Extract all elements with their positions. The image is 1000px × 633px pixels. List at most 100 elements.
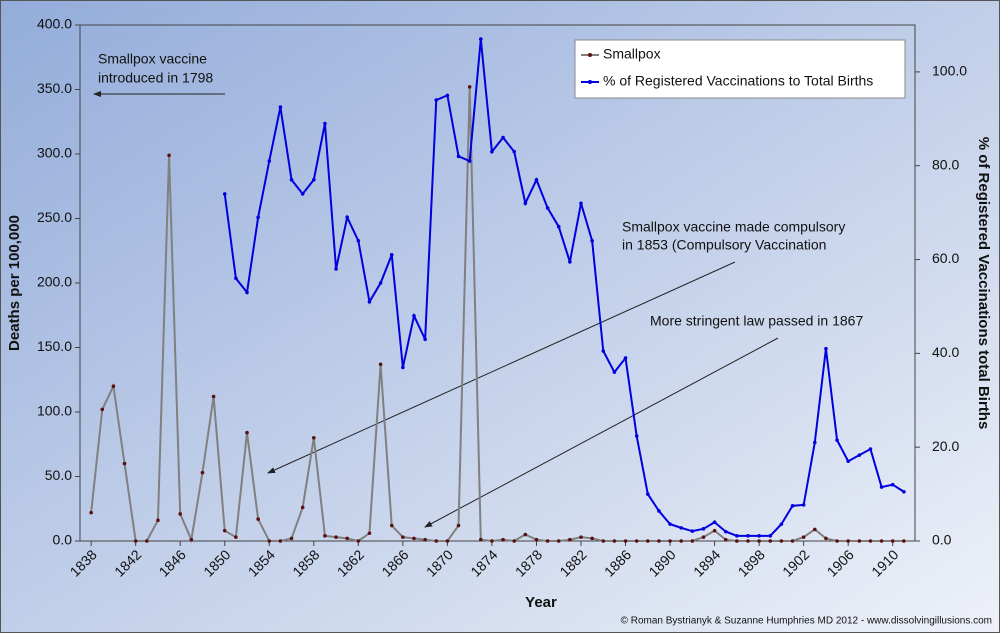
data-point — [156, 518, 160, 523]
series-line — [223, 38, 905, 537]
data-point — [612, 370, 617, 374]
data-point — [512, 539, 516, 543]
data-point — [389, 253, 394, 257]
annotation: Smallpox vaccine made compulsory — [622, 219, 845, 235]
data-point — [668, 522, 672, 526]
data-point — [813, 440, 817, 445]
data-point — [256, 215, 260, 220]
data-point — [356, 539, 361, 543]
data-point — [679, 539, 683, 543]
data-point — [234, 276, 238, 281]
data-point — [735, 534, 739, 538]
data-point — [211, 394, 216, 399]
data-point — [245, 430, 249, 435]
annotation-arrow — [424, 337, 779, 528]
data-point — [456, 523, 461, 528]
y-tick-label: 400.0 — [37, 16, 72, 32]
data-point — [456, 154, 461, 159]
data-point — [378, 362, 383, 367]
annotation: in 1853 (Compulsory Vaccination — [622, 237, 826, 253]
data-point — [178, 512, 182, 516]
data-point — [634, 539, 639, 543]
data-point — [879, 539, 884, 543]
data-point — [401, 535, 405, 539]
data-point — [245, 290, 249, 295]
y-tick-label: 50.0 — [45, 467, 72, 483]
data-point — [779, 522, 784, 526]
data-point — [735, 539, 739, 543]
data-point — [300, 505, 305, 510]
data-point — [779, 539, 784, 543]
data-point — [646, 492, 650, 496]
data-point — [846, 459, 850, 464]
data-point — [902, 489, 906, 494]
data-point — [712, 520, 717, 525]
data-point — [534, 178, 539, 182]
data-point — [412, 536, 416, 541]
y-tick-label: 250.0 — [37, 209, 72, 225]
annotation-arrow — [267, 261, 736, 474]
data-point — [757, 539, 761, 543]
legend-marker — [588, 53, 592, 57]
data-point — [623, 356, 628, 360]
y2-tick-label: 20.0 — [932, 438, 959, 454]
data-point — [267, 159, 272, 163]
data-point — [501, 135, 505, 140]
data-point — [701, 527, 706, 531]
data-point — [345, 536, 350, 541]
data-point — [367, 299, 372, 304]
data-point — [902, 539, 906, 543]
data-point — [568, 260, 572, 264]
data-point — [479, 537, 483, 542]
data-point — [835, 438, 839, 442]
data-point — [568, 537, 572, 542]
data-point — [323, 534, 327, 538]
series-line — [90, 86, 904, 544]
data-point — [657, 509, 661, 513]
legend-marker — [588, 80, 592, 84]
data-point — [479, 37, 483, 41]
data-point — [890, 482, 895, 487]
data-point — [389, 523, 394, 528]
data-point — [167, 153, 171, 158]
data-point — [100, 407, 105, 412]
data-point — [545, 539, 550, 543]
data-point — [757, 534, 761, 538]
data-point — [278, 105, 283, 109]
data-point — [857, 453, 862, 457]
data-point — [445, 93, 450, 98]
y-tick-label: 350.0 — [37, 80, 72, 96]
data-point — [801, 503, 806, 507]
data-point — [401, 365, 405, 370]
data-point — [222, 528, 227, 533]
data-point — [835, 539, 839, 543]
data-point — [445, 539, 450, 543]
data-point — [723, 537, 728, 542]
data-point — [423, 537, 427, 542]
data-point — [579, 535, 583, 539]
data-point — [345, 215, 350, 220]
data-point — [289, 178, 294, 182]
data-point — [222, 192, 227, 196]
data-point — [367, 531, 372, 536]
legend: Smallpox % of Registered Vaccinations to … — [574, 39, 906, 99]
data-point — [857, 539, 862, 543]
data-point — [323, 121, 327, 126]
annotation: introduced in 1798 — [98, 70, 213, 86]
data-point — [300, 192, 305, 196]
data-point — [701, 535, 706, 539]
data-point — [289, 536, 294, 541]
data-point — [490, 539, 494, 543]
data-point — [646, 539, 650, 543]
data-point — [111, 384, 116, 389]
y2-tick-label: 40.0 — [932, 344, 959, 360]
data-point — [234, 535, 238, 539]
data-point — [824, 346, 828, 351]
data-point — [746, 539, 750, 543]
data-point — [601, 539, 606, 543]
data-point — [133, 539, 138, 543]
data-point — [434, 98, 439, 102]
data-point — [590, 238, 594, 243]
data-point — [813, 527, 817, 532]
y2-axis-title: % of Registered Vaccinations total Birth… — [975, 137, 992, 430]
